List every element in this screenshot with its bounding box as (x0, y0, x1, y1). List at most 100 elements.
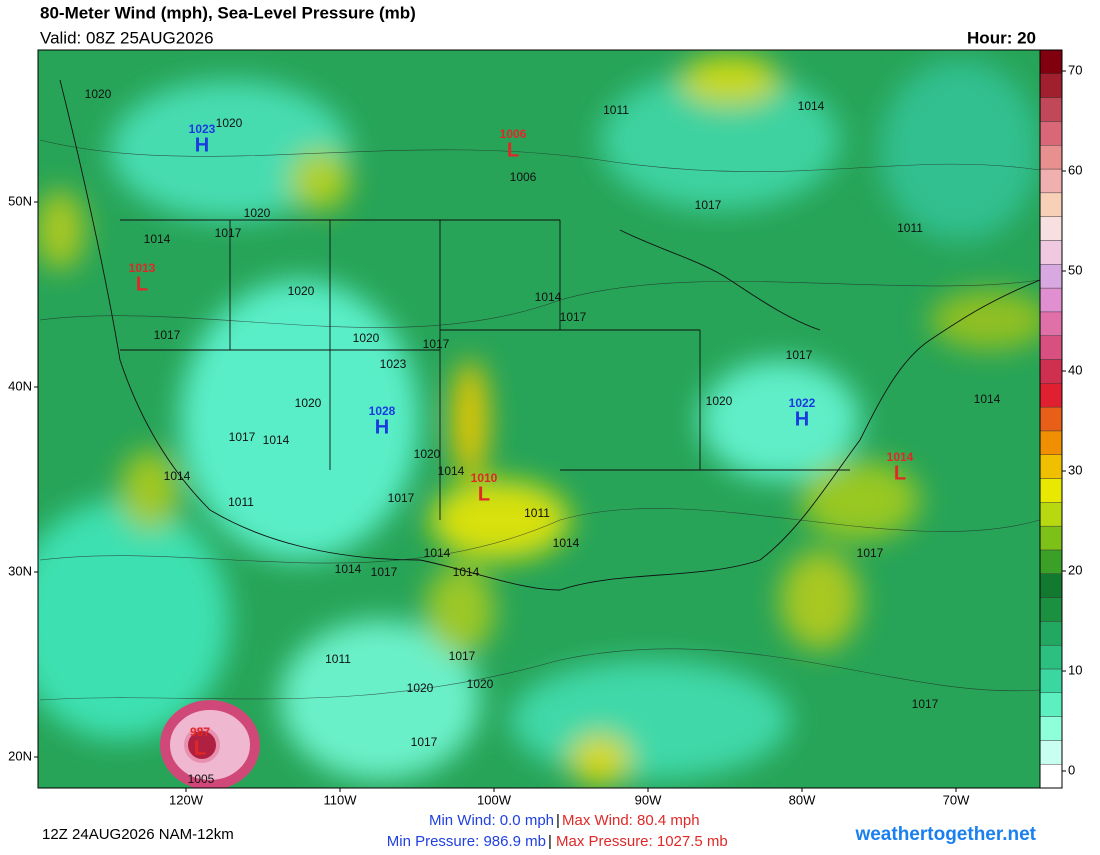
forecast-hour: Hour: 20 (967, 28, 1036, 47)
isobar-label: 1020 (467, 677, 494, 691)
isobar-label: 1014 (424, 546, 451, 560)
pressure-value: 987 (190, 725, 210, 739)
lat-tick-label: 40N (8, 378, 32, 393)
colorbar-swatch (1039, 240, 1063, 265)
pressure-symbol: H (195, 134, 209, 156)
lon-tick-label: 90W (635, 792, 662, 807)
hurricane (160, 700, 260, 788)
colorbar-swatch (1039, 121, 1063, 146)
isobar-label: 1020 (85, 87, 112, 101)
lon-tick-label: 80W (789, 792, 816, 807)
isobar-label: 1014 (453, 565, 480, 579)
colorbar-swatch (1039, 359, 1063, 384)
pressure-value: 1022 (789, 396, 816, 410)
lon-tick-label: 110W (324, 792, 358, 807)
colorbar-tick-label: 10 (1068, 662, 1082, 677)
lat-tick-label: 50N (8, 193, 32, 208)
colorbar-tick-label: 20 (1068, 562, 1082, 577)
colorbar-swatch (1039, 716, 1063, 741)
isobar-label: 1017 (560, 310, 587, 324)
isobar-label: 1020 (288, 284, 315, 298)
lat-tick-label: 30N (8, 563, 32, 578)
colorbar-swatch (1039, 406, 1063, 432)
boundaries (59, 79, 1040, 591)
isobar-label: 1014 (974, 392, 1001, 406)
model-run: 12Z 24AUG2026 NAM-12km (42, 826, 234, 843)
colorbar-swatch (1039, 644, 1063, 670)
colorbar-swatch (1039, 454, 1063, 479)
isobar-label: 1020 (353, 331, 380, 345)
isobar-label: 1014 (263, 433, 290, 447)
pressure-symbol: L (194, 737, 206, 759)
isobar-label: 1014 (553, 536, 580, 550)
separator: | (556, 812, 560, 829)
colorbar-tick-label: 30 (1068, 462, 1082, 477)
isobar-label: 1014 (164, 469, 191, 483)
colorbar-swatch (1039, 430, 1063, 455)
colorbar-swatch (1039, 525, 1063, 551)
isobar-label: 1020 (414, 447, 441, 461)
colorbar-tick-label: 70 (1068, 62, 1082, 77)
isobar-label: 1011 (325, 652, 351, 666)
colorbar-swatch (1039, 478, 1063, 503)
lat-tick-label: 20N (8, 748, 32, 763)
isobar-label: 1017 (857, 546, 884, 560)
min-pressure: Min Pressure: 986.9 mb (387, 833, 546, 850)
isobars (39, 139, 1040, 701)
isobar-label: 1017 (912, 697, 939, 711)
isobar-label: 1011 (228, 495, 254, 509)
colorbar-swatch (1039, 335, 1063, 360)
colorbar-swatch (1039, 287, 1063, 313)
colorbar-swatch (1039, 383, 1063, 408)
colorbar-tick-label: 40 (1068, 362, 1082, 377)
separator: | (548, 833, 552, 850)
isobar-label: 1014 (438, 464, 465, 478)
colorbar-swatch (1039, 668, 1063, 693)
pressure-value: 1006 (500, 127, 527, 141)
colorbar-swatch (1039, 168, 1063, 194)
min-wind: Min Wind: 0.0 mph (429, 812, 554, 829)
isobar-label: 1017 (695, 198, 722, 212)
colorbar-frame (1039, 49, 1063, 789)
colorbar-swatch (1039, 597, 1063, 622)
colorbar-tick-label: 0 (1068, 762, 1075, 777)
map (38, 50, 1040, 788)
pressure-symbol: L (507, 139, 519, 161)
isobar-label: 1005 (188, 772, 215, 786)
lon-tick-label: 120W (169, 792, 204, 807)
isobar-label: 1017 (388, 491, 415, 505)
isobar-label: 1020 (407, 681, 434, 695)
colorbar-swatch (1039, 264, 1063, 289)
isobar-label: 1014 (335, 562, 362, 576)
isobar-label: 1017 (154, 328, 181, 342)
isobar-label: 1017 (215, 226, 242, 240)
colorbar-swatch (1039, 73, 1063, 98)
isobar-label: 1014 (798, 99, 825, 113)
isobar-label: 1011 (897, 221, 923, 235)
pressure-symbol: L (894, 462, 906, 484)
isobar-label: 1017 (449, 649, 476, 663)
colorbar-swatch (1039, 763, 1063, 789)
isobar-label: 1017 (423, 337, 450, 351)
isobar-label: 1011 (524, 506, 550, 520)
colorbar-tick-label: 60 (1068, 162, 1082, 177)
colorbar-swatch (1039, 311, 1063, 336)
pressure-symbol: L (478, 483, 490, 505)
max-pressure: Max Pressure: 1027.5 mb (556, 833, 728, 850)
colorbar-swatch (1039, 573, 1063, 598)
site-credit: weathertogether.net (854, 824, 1036, 845)
isobar-label: 1020 (706, 394, 733, 408)
pressure-symbol: H (375, 416, 389, 438)
colorbar-swatch (1039, 49, 1063, 75)
pressure-symbol: L (136, 273, 148, 295)
colorbar-swatch (1039, 621, 1063, 646)
pressure-value: 1010 (471, 471, 498, 485)
isobar-label: 1017 (411, 735, 438, 749)
isobar-label: 1011 (603, 103, 629, 117)
lon-tick-label: 70W (943, 792, 970, 807)
isobar-label: 1014 (535, 290, 562, 304)
lon-tick-label: 100W (477, 792, 512, 807)
colorbar-swatch (1039, 145, 1063, 170)
pressure-value: 1014 (887, 450, 914, 464)
isobar-label: 1017 (786, 348, 813, 362)
